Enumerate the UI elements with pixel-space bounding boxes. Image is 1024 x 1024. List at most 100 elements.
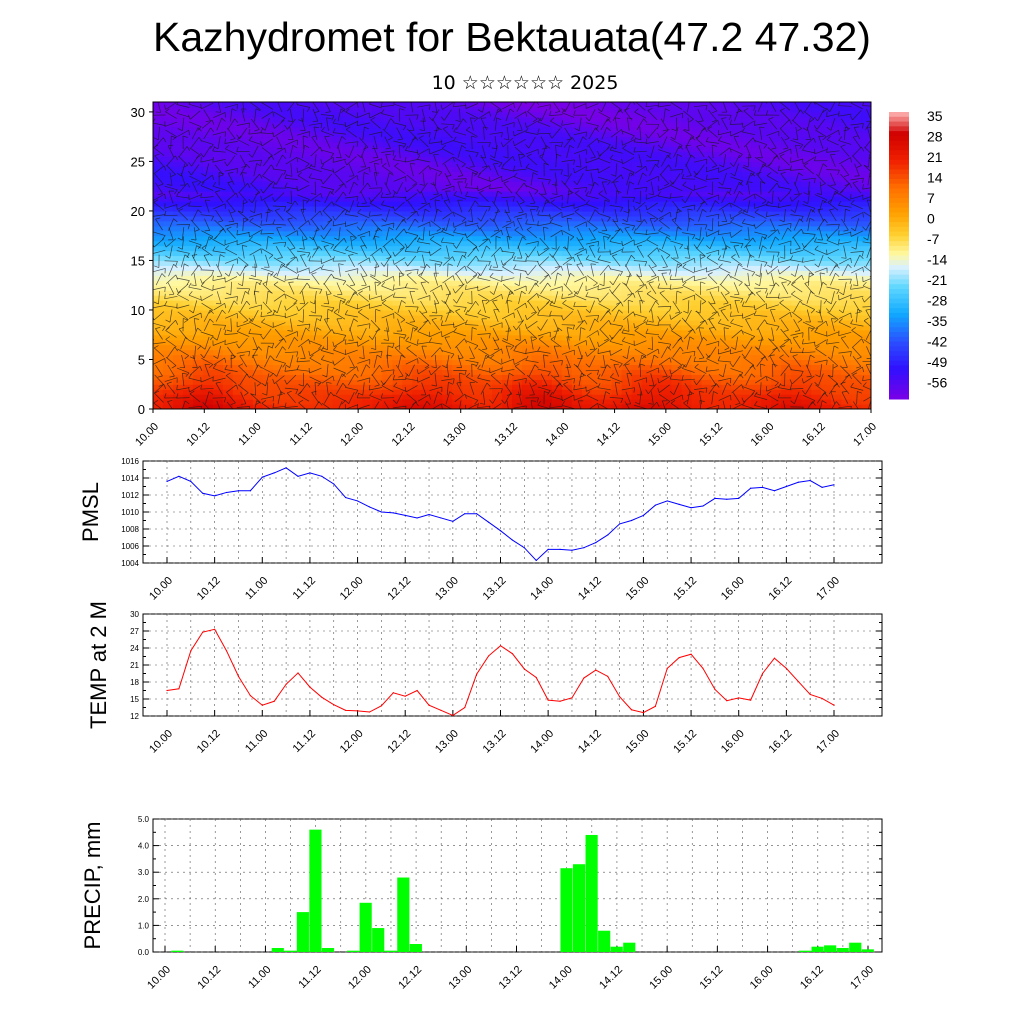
heatmap-cell <box>242 196 254 202</box>
heatmap-cell <box>751 404 762 409</box>
heatmap-cell <box>761 399 772 405</box>
heatmap-cell <box>153 309 164 316</box>
heatmap-cell <box>531 210 543 217</box>
heatmap-cell <box>292 374 304 380</box>
heatmap-cell <box>831 215 842 222</box>
heatmap-cell <box>282 324 294 331</box>
heatmap-cell <box>452 314 463 321</box>
heatmap-cell <box>861 290 871 296</box>
heatmap-cell <box>671 151 683 158</box>
heatmap-cell <box>192 215 204 222</box>
heatmap-cell <box>641 171 653 177</box>
heatmap-cell <box>252 379 264 385</box>
heatmap-cell <box>392 245 403 252</box>
wind-barb-flag <box>215 381 221 384</box>
heatmap-cell <box>611 111 623 118</box>
heatmap-cell <box>831 116 842 123</box>
heatmap-cell <box>741 136 752 143</box>
heatmap-cell <box>621 285 633 291</box>
heatmap-cell <box>551 141 563 148</box>
heatmap-cell <box>162 305 174 311</box>
heatmap-cell <box>591 260 603 266</box>
heatmap-cell <box>382 334 393 341</box>
wind-barb-flag <box>188 282 192 288</box>
heatmap-cell <box>512 220 523 227</box>
heatmap-cell <box>172 334 184 341</box>
heatmap-cell <box>452 250 463 257</box>
wind-barb-flag <box>227 181 233 183</box>
heatmap-cell <box>342 389 354 395</box>
heatmap-cell <box>212 329 224 336</box>
heatmap-cell <box>442 141 453 148</box>
heatmap-cell <box>492 131 503 138</box>
heatmap-cell <box>482 245 493 252</box>
heatmap-cell <box>242 349 254 356</box>
heatmap-cell <box>591 305 603 311</box>
heatmap-cell <box>412 176 423 182</box>
heatmap-cell <box>761 220 772 227</box>
heatmap-cell <box>731 161 742 167</box>
wind-barb <box>153 347 165 357</box>
heatmap-cell <box>741 309 752 316</box>
heatmap-cell <box>402 309 413 316</box>
heatmap-cell <box>781 309 792 316</box>
wind-barb <box>189 110 201 120</box>
heatmap-cell <box>571 290 583 296</box>
heatmap-cell <box>831 250 842 257</box>
heatmap-cell <box>362 220 373 227</box>
heatmap-cell <box>831 404 842 409</box>
heatmap-cell <box>721 275 732 281</box>
heatmap-cell <box>811 300 822 306</box>
heatmap-cell <box>382 111 393 118</box>
heatmap-cell <box>661 141 673 148</box>
heatmap-cell <box>172 255 184 262</box>
heatmap-cell <box>462 359 473 366</box>
heatmap-cell <box>392 354 403 361</box>
heatmap-cell <box>262 220 274 227</box>
heatmap-cell <box>611 141 623 148</box>
heatmap-cell <box>771 319 782 326</box>
heatmap-cell <box>432 161 443 167</box>
heatmap-cell <box>482 314 493 321</box>
heatmap-cell <box>521 319 533 326</box>
heatmap-cell <box>432 265 443 271</box>
heatmap-cell <box>342 270 354 276</box>
wind-barb <box>164 305 178 309</box>
heatmap-cell <box>352 220 364 227</box>
heatmap-cell <box>442 136 453 143</box>
heatmap-cell <box>661 265 673 271</box>
heatmap-cell <box>631 235 643 242</box>
wind-barb <box>188 286 202 290</box>
heatmap-cell <box>521 260 533 266</box>
heatmap-cell <box>641 255 653 262</box>
heatmap-cell <box>531 369 543 375</box>
heatmap-cell <box>252 146 264 153</box>
heatmap-cell <box>771 156 782 163</box>
heatmap-cell <box>831 349 842 356</box>
heatmap-cell <box>821 141 832 148</box>
heatmap-cell <box>861 300 871 306</box>
heatmap-cell <box>781 245 792 252</box>
heatmap-cell <box>651 285 663 291</box>
heatmap-cell <box>621 290 633 296</box>
heatmap-cell <box>811 136 822 143</box>
wind-barb-flag <box>165 255 170 259</box>
heatmap-cell <box>362 285 373 291</box>
heatmap-cell <box>282 240 294 247</box>
heatmap-cell <box>641 314 653 321</box>
heatmap-cell <box>342 116 354 123</box>
heatmap-cell <box>462 225 473 232</box>
heatmap-cell <box>591 369 603 375</box>
heatmap-cell <box>372 151 383 158</box>
heatmap-cell <box>521 344 533 351</box>
heatmap-cell <box>292 176 304 182</box>
heatmap-cell <box>282 225 294 232</box>
heatmap-cell <box>232 220 244 227</box>
heatmap-cell <box>502 131 513 138</box>
heatmap-cell <box>442 290 453 296</box>
heatmap-cell <box>781 314 792 321</box>
heatmap-cell <box>601 290 613 296</box>
heatmap-cell <box>651 275 663 281</box>
heatmap-cell <box>761 102 772 108</box>
heatmap-cell <box>153 126 164 133</box>
